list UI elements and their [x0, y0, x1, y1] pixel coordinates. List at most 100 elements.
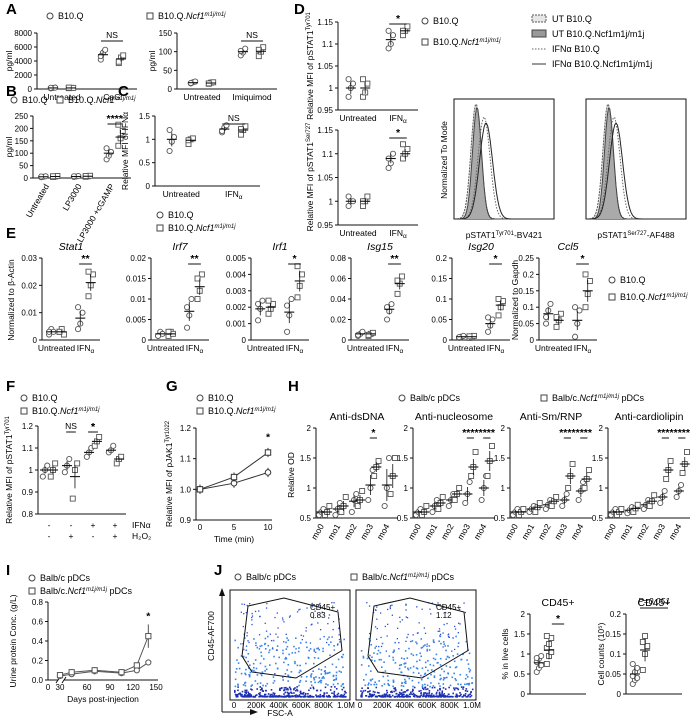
flow-event: [431, 696, 434, 698]
y-tick-label: 1.0: [180, 485, 192, 494]
data-point: [586, 278, 593, 284]
legend-circle: [196, 394, 204, 402]
flow-gate: [241, 597, 343, 679]
legend-circle: [46, 12, 54, 20]
y-tick-label: 0: [443, 336, 448, 345]
flow-event: [365, 695, 367, 697]
flow-event: [261, 690, 264, 692]
flow-event: [420, 692, 422, 694]
data-point: [359, 488, 366, 494]
flow-event: [310, 624, 312, 626]
flow-event: [279, 689, 281, 691]
flow-event: [259, 693, 261, 696]
flow-event: [444, 677, 446, 679]
flow-event: [259, 692, 261, 694]
x-tick-label: mo2: [536, 522, 553, 542]
panel-title: Irf7: [172, 241, 188, 253]
significance-label: ****: [657, 427, 674, 439]
flow-event: [240, 643, 242, 645]
y-tick-label: 1.05: [317, 174, 333, 183]
data-point: [345, 76, 352, 83]
flow-event: [266, 602, 268, 605]
flow-event: [288, 694, 290, 697]
flow-event: [245, 691, 248, 693]
data-point: [360, 76, 366, 83]
flow-event: [283, 621, 285, 623]
significance-label: ****: [559, 427, 576, 439]
flow-event: [418, 622, 420, 624]
x-tick-label: Untreated: [24, 182, 51, 220]
flow-event: [386, 675, 389, 677]
flow-event: [324, 671, 327, 674]
data-point: [264, 449, 272, 456]
flow-event: [319, 602, 321, 605]
panel-c: 0 0.5 1 1.5 Untreated IFNα NS: [139, 112, 260, 201]
y-tick-label: 0.03: [21, 254, 37, 263]
flow-event: [265, 607, 268, 609]
panel-letter-g: G: [166, 378, 178, 395]
flow-event: [380, 645, 383, 648]
y-tick-label: 0.02: [330, 316, 346, 325]
flow-event: [457, 683, 459, 685]
y-tick-label: 0.2: [436, 254, 448, 263]
flow-event: [410, 691, 412, 694]
data-point: [120, 52, 127, 59]
flow-event: [267, 635, 269, 638]
flow-event: [323, 677, 325, 679]
flow-event: [249, 603, 251, 605]
flow-event: [360, 650, 363, 652]
data-point: [404, 146, 411, 152]
gate-label: CD45+: [310, 603, 335, 612]
flow-event: [260, 655, 263, 657]
data-point: [639, 667, 646, 673]
flow-event: [335, 666, 338, 668]
significance-label: NS: [228, 113, 240, 123]
flow-event: [456, 653, 459, 655]
legend-sup: m1j/m1j: [86, 587, 108, 593]
flow-event: [429, 694, 432, 697]
significance-label: *: [371, 427, 376, 439]
data-point: [265, 297, 272, 304]
flow-event: [388, 694, 391, 696]
flow-event: [398, 695, 400, 697]
flow-event: [455, 635, 457, 638]
flow-event: [325, 683, 327, 685]
flow-event: [245, 692, 247, 694]
superscript: Tyr701: [496, 231, 515, 237]
legend-square: [28, 587, 36, 595]
flow-event: [419, 652, 421, 655]
legend-italic: Ncf1: [580, 393, 599, 403]
data-point: [375, 458, 382, 464]
y-tick-label: 0.2: [523, 270, 535, 279]
flow-event: [369, 695, 371, 697]
panel-j1: 0 0.5 1 1.5 2 * CD45+: [514, 597, 586, 699]
panel-title: Anti-nucleosome: [415, 411, 493, 423]
flow-event: [333, 694, 336, 696]
y-tick-label: 1.15: [317, 18, 333, 27]
flow-event: [313, 657, 316, 659]
flow-event: [389, 607, 391, 610]
flow-event: [420, 694, 423, 696]
flow-event: [445, 665, 448, 667]
flow-event: [256, 646, 259, 649]
flow-event: [311, 623, 313, 625]
flow-event: [412, 689, 414, 691]
flow-event: [449, 695, 451, 698]
flow-event: [312, 617, 315, 619]
flow-event: [457, 642, 460, 644]
data-point: [451, 497, 458, 503]
flow-event: [370, 670, 372, 672]
flow-event: [306, 646, 308, 649]
flow-event: [422, 687, 424, 690]
flow-event: [328, 614, 331, 616]
flow-event: [285, 657, 288, 660]
panel-title: Isg15: [367, 241, 393, 253]
significance-label: *: [580, 253, 585, 265]
flow-event: [412, 692, 415, 695]
flow-event: [392, 656, 394, 659]
flow-event: [411, 693, 414, 696]
flow-event: [460, 693, 462, 696]
flow-event: [434, 658, 437, 661]
flow-event: [286, 637, 288, 639]
legend-italic: Ncf1: [236, 406, 255, 416]
